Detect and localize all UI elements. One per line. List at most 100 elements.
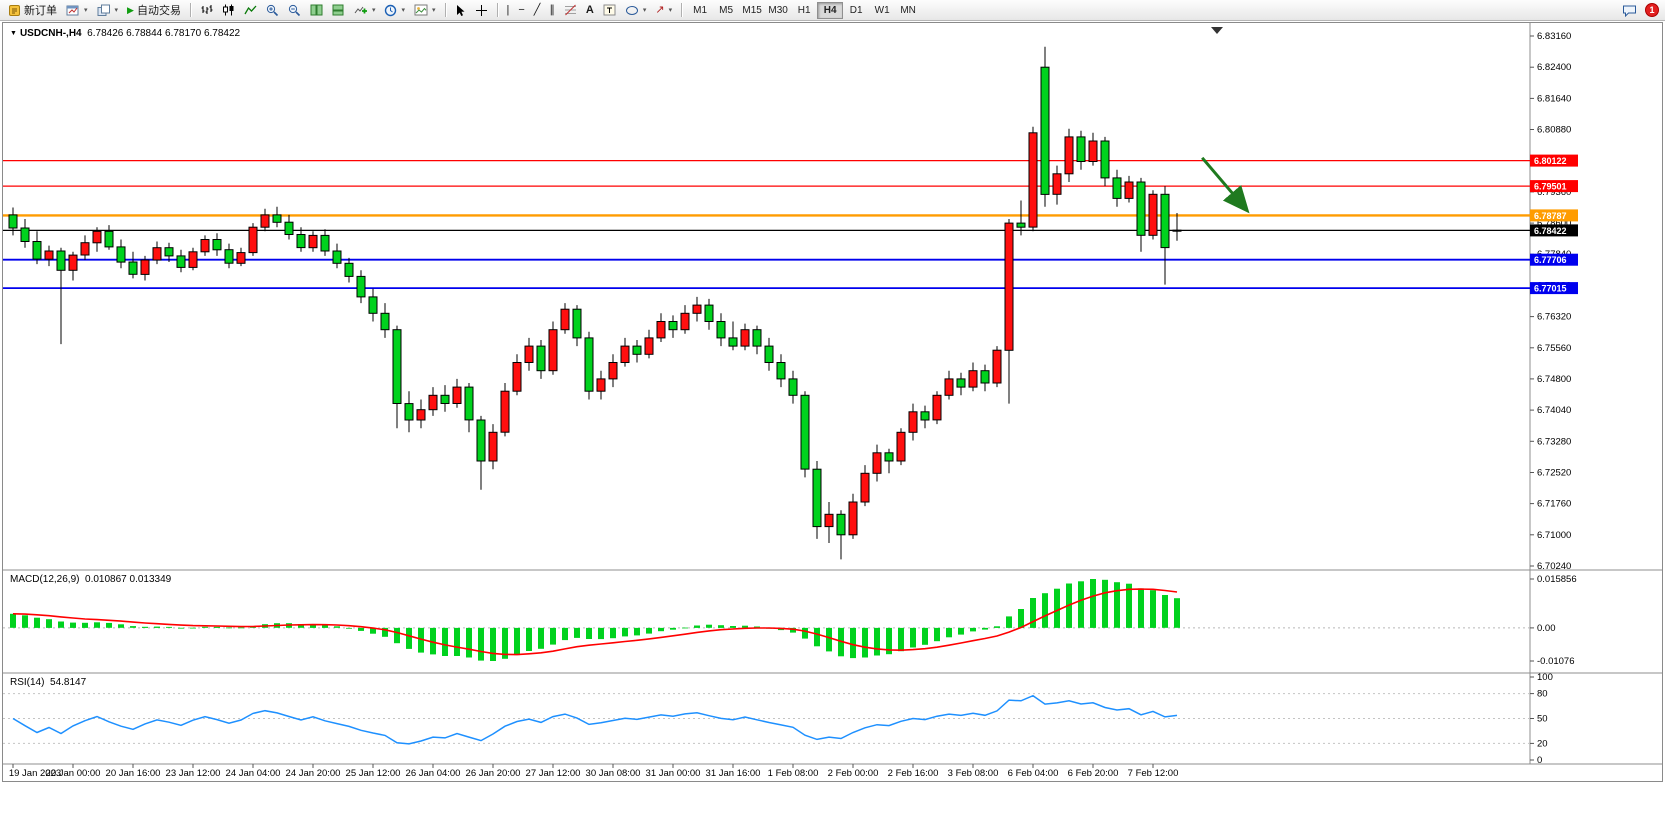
timeframe-m30-button[interactable]: M30: [765, 2, 791, 19]
timeframe-h4-button[interactable]: H4: [817, 1, 844, 19]
svg-text:31 Jan 16:00: 31 Jan 16:00: [706, 768, 761, 779]
main-toolbar: 新订单 ▾ ▾ ▶ 自动交易: [0, 0, 1665, 21]
timeframe-w1-button[interactable]: W1: [869, 2, 895, 19]
svg-text:6.74040: 6.74040: [1537, 405, 1571, 416]
svg-text:24 Jan 20:00: 24 Jan 20:00: [286, 768, 341, 779]
svg-text:2 Feb 16:00: 2 Feb 16:00: [888, 768, 939, 779]
profiles-icon: [97, 4, 110, 16]
autotrading-label: 自动交易: [136, 5, 181, 17]
toolbar-separator: [444, 3, 446, 17]
trendline-button[interactable]: ╱: [530, 1, 545, 19]
new-order-button[interactable]: 新订单: [4, 1, 61, 19]
svg-text:50: 50: [1537, 714, 1548, 725]
new-chart-button[interactable]: ▾: [62, 1, 92, 19]
period-button[interactable]: ▾: [380, 1, 409, 19]
fibonacci-icon: [564, 4, 576, 16]
svg-text:6.78422: 6.78422: [1534, 226, 1567, 236]
horizontal-line-icon: −: [518, 3, 525, 16]
toolbar-right-group: 1: [1618, 1, 1661, 19]
cursor-icon: [456, 4, 464, 16]
svg-text:6.78600: 6.78600: [1537, 218, 1571, 229]
timeframe-m1-button[interactable]: M1: [687, 2, 713, 19]
timeframe-toolbar: M1 M5 M15 M30 H1 H4 D1 W1 MN: [687, 1, 921, 19]
price-axis: 6.70240 6.71000 6.71760 6.72520 6.73280 …: [1530, 31, 1571, 572]
svg-text:-0.01076: -0.01076: [1537, 656, 1575, 667]
chat-icon: [1623, 5, 1636, 17]
autotrading-button[interactable]: ▶ 自动交易: [123, 1, 185, 19]
dropdown-caret: ▾: [668, 7, 673, 14]
channel-button[interactable]: ∥: [545, 1, 559, 19]
bar-chart-button[interactable]: [196, 1, 217, 19]
vertical-line-button[interactable]: |: [503, 1, 514, 19]
zoom-out-icon: [288, 4, 301, 16]
templates-button[interactable]: ▾: [410, 1, 440, 19]
chart-window: 6.70240 6.71000 6.71760 6.72520 6.73280 …: [2, 22, 1663, 782]
dropdown-caret: ▾: [642, 7, 647, 14]
cursor-button[interactable]: [451, 1, 470, 19]
level-lines[interactable]: [3, 160, 1530, 290]
horizontal-line-button[interactable]: −: [514, 1, 528, 19]
arrows-button[interactable]: ↗ ▾: [651, 1, 676, 19]
cascade-windows-icon: [332, 4, 344, 16]
line-chart-icon: [244, 5, 257, 15]
tile-windows-button[interactable]: [306, 1, 327, 19]
text-button[interactable]: A: [582, 1, 598, 19]
svg-text:6.81640: 6.81640: [1537, 93, 1571, 104]
dropdown-caret: ▾: [84, 7, 88, 14]
toolbar-separator: [189, 3, 191, 17]
cascade-windows-button[interactable]: [328, 1, 349, 19]
timeframe-mn-button[interactable]: MN: [895, 2, 921, 19]
timeframe-m15-button[interactable]: M15: [739, 2, 765, 19]
timeframe-h1-button[interactable]: H1: [791, 2, 817, 19]
line-chart-button[interactable]: [240, 1, 261, 19]
svg-text:6.78787: 6.78787: [1534, 211, 1567, 221]
timeframe-m5-button[interactable]: M5: [713, 2, 739, 19]
svg-text:100: 100: [1537, 672, 1553, 683]
chart-shift-marker[interactable]: [1211, 27, 1223, 34]
shapes-button[interactable]: ▾: [621, 1, 651, 19]
dropdown-caret: ▾: [401, 7, 405, 14]
svg-text:6.79360: 6.79360: [1537, 187, 1571, 198]
notification-badge[interactable]: 1: [1645, 3, 1659, 17]
svg-text:6.82400: 6.82400: [1537, 62, 1571, 73]
toolbar-separator: [681, 3, 683, 17]
svg-text:26 Jan 20:00: 26 Jan 20:00: [466, 768, 521, 779]
candlestick-chart-icon: [222, 4, 234, 16]
svg-text:19 Jan 2023: 19 Jan 2023: [9, 768, 61, 779]
svg-text:7 Feb 12:00: 7 Feb 12:00: [1128, 768, 1179, 779]
svg-text:20: 20: [1537, 738, 1548, 749]
profiles-button[interactable]: ▾: [93, 1, 123, 19]
svg-text:30 Jan 08:00: 30 Jan 08:00: [586, 768, 641, 779]
zoom-in-button[interactable]: [262, 1, 283, 19]
candlestick-chart-button[interactable]: [218, 1, 239, 19]
svg-text:2 Feb 00:00: 2 Feb 00:00: [828, 768, 879, 779]
svg-text:20 Jan 16:00: 20 Jan 16:00: [106, 768, 161, 779]
clock-icon: [385, 4, 397, 16]
channel-icon: ∥: [549, 3, 555, 16]
zoom-out-button[interactable]: [284, 1, 305, 19]
bar-chart-icon: [201, 5, 213, 14]
chat-button[interactable]: [1618, 1, 1641, 19]
fibonacci-button[interactable]: [560, 1, 581, 19]
panel-dividers[interactable]: [3, 23, 1662, 765]
text-icon: A: [585, 3, 594, 16]
price-badges: 6.80122 6.79501 6.78787 6.78422 6.77706 …: [1530, 154, 1578, 295]
price-chart[interactable]: 6.70240 6.71000 6.71760 6.72520 6.73280 …: [3, 23, 1662, 781]
autotrading-icon: ▶: [127, 4, 134, 15]
toolbar-separator: [496, 3, 498, 17]
svg-text:3 Feb 08:00: 3 Feb 08:00: [948, 768, 999, 779]
indicators-button[interactable]: ▾: [350, 1, 380, 19]
trend-arrow-annotation[interactable]: [1201, 156, 1250, 214]
crosshair-icon: [475, 4, 487, 16]
crosshair-button[interactable]: [471, 1, 492, 19]
text-label-button[interactable]: [599, 1, 620, 19]
svg-text:6.77706: 6.77706: [1534, 255, 1567, 265]
timeframe-d1-button[interactable]: D1: [843, 2, 869, 19]
new-chart-icon: [66, 5, 79, 15]
svg-text:6.80880: 6.80880: [1537, 125, 1571, 136]
svg-text:1 Feb 08:00: 1 Feb 08:00: [768, 768, 819, 779]
svg-text:6 Feb 04:00: 6 Feb 04:00: [1008, 768, 1059, 779]
svg-text:0: 0: [1537, 755, 1542, 766]
svg-text:20 Jan 00:00: 20 Jan 00:00: [46, 768, 101, 779]
templates-icon: [414, 4, 428, 16]
